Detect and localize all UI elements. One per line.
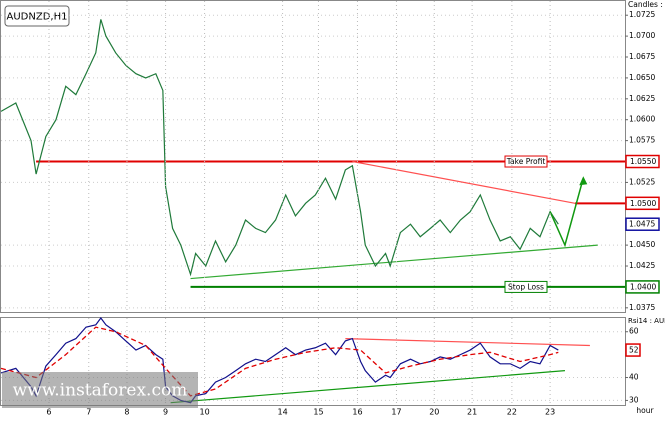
rsi-panel: [0, 317, 626, 406]
y-tick-label: 30: [629, 395, 639, 404]
price-box: [625, 154, 660, 169]
x-tick-label: 7: [86, 408, 91, 417]
chart-title: AUDNZD,H1: [7, 12, 68, 23]
x-tick-label: 15: [313, 408, 323, 417]
y-tick-label: 40: [629, 373, 639, 382]
y-tick-label: 60: [629, 327, 639, 336]
price-box: [625, 280, 660, 294]
watermark-box: [2, 372, 198, 408]
trend-line: [190, 244, 598, 280]
x-tick-label: 9: [163, 408, 168, 417]
x-tick-label: 22: [507, 408, 517, 417]
x-tick-label: 21: [467, 408, 477, 417]
last-value-label: 52: [629, 346, 639, 355]
y-tick-label: 1.0600: [629, 115, 655, 124]
series-line: [0, 326, 559, 397]
forecast-arrow: [549, 178, 584, 248]
trend-line: [345, 338, 590, 347]
last-value-box: [625, 217, 660, 231]
level-label: Take Profit: [506, 157, 546, 166]
arrow-head: [579, 176, 588, 186]
y-tick-label: 1.0425: [629, 261, 655, 270]
trend-line: [170, 370, 565, 404]
price-box-label: 1.0550: [630, 157, 656, 166]
x-tick-label: 8: [124, 408, 129, 417]
x-unit: hour: [636, 406, 654, 415]
y-tick-label: 1.0525: [629, 177, 655, 186]
chart-subtitle: Candles : A: [628, 0, 665, 9]
level-label-box: [504, 155, 548, 168]
price-box: [625, 196, 660, 211]
watermark: www.instaforex.com: [13, 381, 188, 401]
rsi-title: Rsi14 : AUD: [628, 317, 665, 325]
y-tick-label: 1.0725: [629, 10, 655, 19]
y-tick-label: 1.0375: [629, 303, 655, 312]
level-label: Stop Loss: [508, 282, 544, 291]
y-tick-label: 1.0700: [629, 31, 655, 40]
y-tick-label: 1.0575: [629, 136, 655, 145]
y-tick-label: 1.0675: [629, 52, 655, 61]
x-tick-label: 16: [352, 408, 362, 417]
level-label-box: [504, 280, 548, 293]
x-tick-label: 23: [545, 408, 555, 417]
x-tick-label: 6: [46, 408, 51, 417]
y-tick-label: 1.0625: [629, 94, 655, 103]
trend-line: [352, 160, 576, 204]
x-tick-label: 14: [277, 408, 287, 417]
price-box-label: 1.0500: [630, 199, 656, 208]
x-tick-label: 20: [429, 408, 439, 417]
series-line: [0, 19, 559, 277]
last-value-box: [625, 343, 641, 357]
y-tick-label: 1.0450: [629, 240, 655, 249]
price-box-label: 1.0400: [630, 282, 656, 291]
x-tick-label: 10: [199, 408, 209, 417]
symbol-box: [4, 5, 70, 27]
series-line: [0, 316, 559, 404]
y-tick-label: 1.0650: [629, 73, 655, 82]
last-value-label: 1.0475: [629, 220, 655, 229]
x-tick-label: 17: [391, 408, 401, 417]
